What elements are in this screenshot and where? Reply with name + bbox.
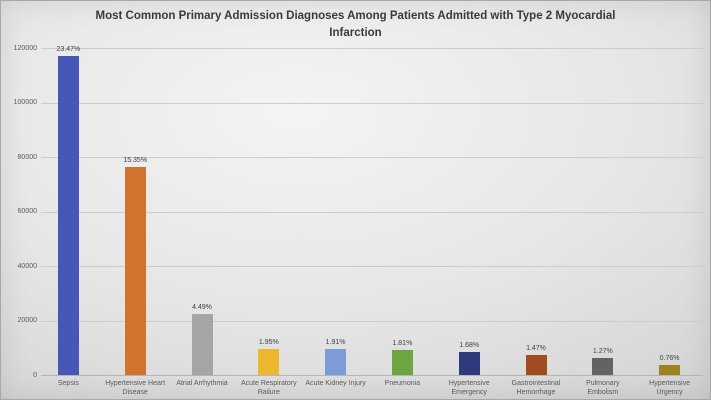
gridline bbox=[41, 266, 703, 267]
bar bbox=[57, 56, 79, 375]
chart-title: Most Common Primary Admission Diagnoses … bbox=[95, 10, 616, 39]
bar-value-label: 1.91% bbox=[325, 339, 346, 347]
gridline bbox=[41, 320, 703, 322]
bar-value-label: 1.47% bbox=[526, 345, 546, 353]
bar bbox=[325, 349, 347, 375]
x-axis-label: Hypertensive Heart Disease bbox=[105, 380, 166, 397]
x-axis-label: Hypertensive Emergency bbox=[448, 380, 490, 397]
y-axis-tick-label: 0 bbox=[33, 371, 37, 379]
y-axis-tick-label: 80000 bbox=[17, 153, 37, 161]
x-axis-label: Pulmonary Embolism bbox=[586, 380, 620, 397]
gridline bbox=[41, 48, 703, 49]
bar-value-label: 1.27% bbox=[592, 347, 613, 355]
x-axis-label: Sepsis bbox=[57, 380, 79, 387]
y-axis-tick-label: 100000 bbox=[13, 99, 37, 106]
bar-value-label: 4.49% bbox=[192, 303, 212, 311]
bar bbox=[124, 166, 146, 375]
bar bbox=[258, 348, 280, 375]
x-axis-label: Acute Kidney Injury bbox=[305, 380, 366, 387]
bar bbox=[525, 355, 547, 375]
gridline bbox=[41, 102, 703, 104]
bar bbox=[458, 352, 480, 375]
bar bbox=[659, 364, 681, 375]
gridline bbox=[41, 157, 703, 158]
bar-value-label: 23.47% bbox=[56, 46, 81, 54]
x-axis-label: Atrial Arrhythmia bbox=[176, 380, 228, 387]
bar-value-label: 1.81% bbox=[392, 340, 413, 348]
bar-value-label: 15.35% bbox=[123, 156, 148, 164]
gridline bbox=[41, 211, 703, 213]
x-axis-label: Hypertensive Urgency bbox=[649, 380, 691, 397]
bar bbox=[592, 357, 614, 375]
y-axis-tick-label: 20000 bbox=[17, 317, 37, 324]
x-axis-label: Gastrointestinal Hemorrhage bbox=[511, 380, 561, 397]
bar-value-label: 0.76% bbox=[659, 354, 680, 362]
bar bbox=[391, 350, 413, 375]
x-axis-label: Acute Respiratory Railure bbox=[240, 380, 297, 397]
bar-value-label: 1.95% bbox=[258, 338, 279, 346]
y-axis-tick-label: 40000 bbox=[17, 262, 37, 270]
y-axis-tick-label: 120000 bbox=[13, 44, 37, 52]
bar bbox=[191, 313, 213, 375]
x-axis-line bbox=[41, 375, 703, 376]
x-axis-label: Pneumonia bbox=[384, 380, 421, 387]
bar-value-label: 1.68% bbox=[459, 342, 480, 350]
y-axis-tick-label: 60000 bbox=[17, 208, 37, 215]
